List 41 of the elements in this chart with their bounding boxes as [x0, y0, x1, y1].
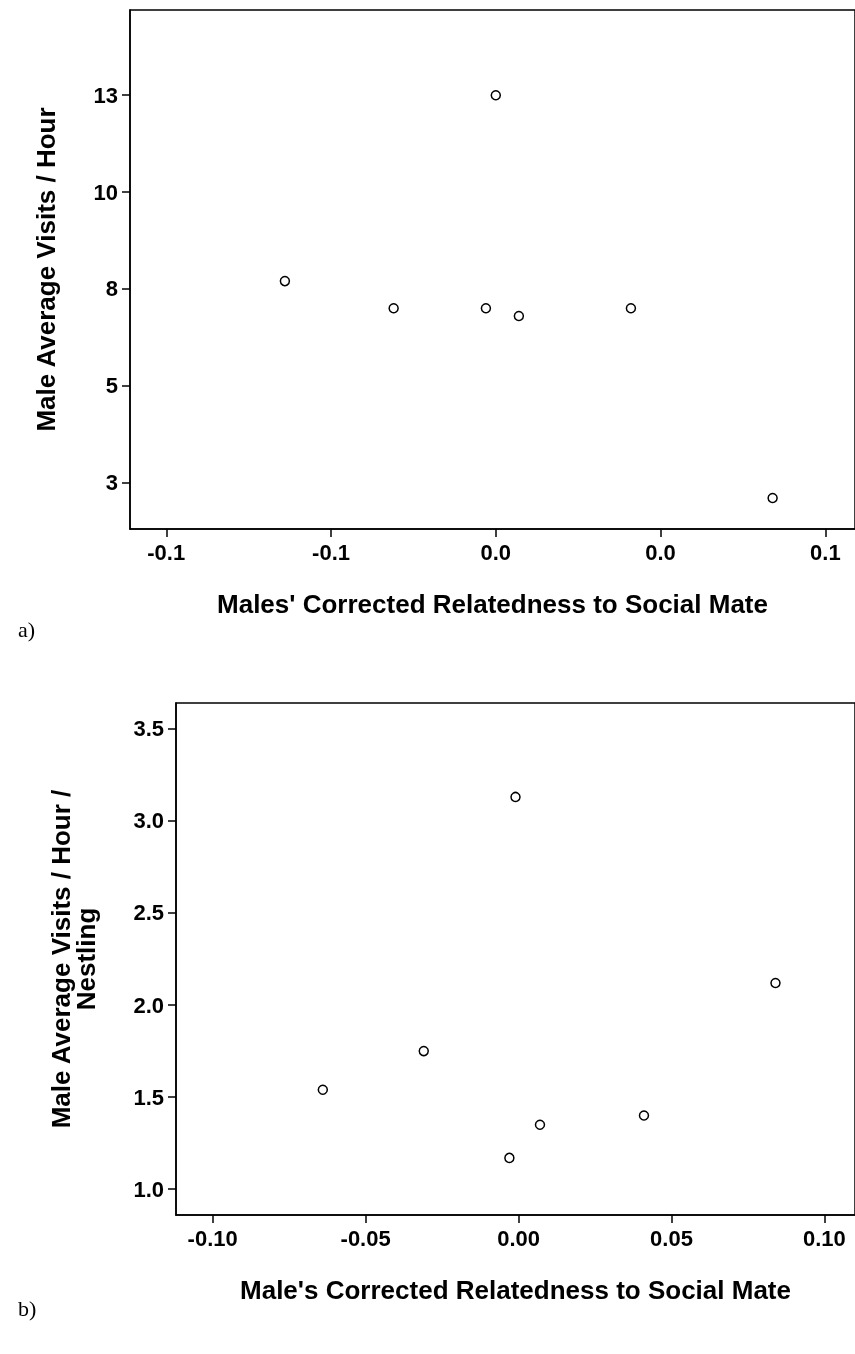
- y-tick-label: 2.0: [133, 992, 164, 1018]
- y-tick-label: 2.5: [133, 900, 164, 926]
- x-tick-label: -0.10: [187, 1225, 238, 1251]
- point: [513, 310, 525, 322]
- point: [279, 275, 291, 287]
- text: b): [18, 1295, 37, 1321]
- x-axis-title: Male's Corrected Relatedness to Social Mate: [240, 1274, 791, 1305]
- y-axis-title: Male Average Visits / Hour: [30, 107, 61, 432]
- x-tick-label: 0.1: [810, 539, 841, 565]
- y-tick-label: 3: [105, 470, 118, 496]
- point: [625, 302, 637, 314]
- point: [534, 1119, 546, 1130]
- y-tick-label: 1.0: [133, 1176, 164, 1202]
- y-tick-label: 5: [105, 373, 118, 399]
- y-tick-label: 3.5: [133, 716, 164, 742]
- x-tick-label: 0.0: [480, 539, 512, 565]
- y-tick-label: 8: [105, 276, 118, 302]
- point: [767, 492, 778, 504]
- point: [638, 1110, 650, 1121]
- x-tick-label: 0.10: [803, 1225, 846, 1251]
- point: [490, 89, 502, 101]
- x-axis-title: Males' Corrected Relatedness to Social Mate: [217, 588, 768, 619]
- x-tick-label: -0.1: [312, 539, 350, 565]
- y-tick-label: 13: [93, 82, 118, 108]
- text: a): [18, 616, 36, 642]
- point: [480, 302, 492, 314]
- point: [510, 791, 521, 803]
- y-tick-label: 10: [93, 179, 118, 205]
- point: [317, 1084, 329, 1096]
- x-tick-label: 0.05: [650, 1225, 693, 1251]
- x-tick-label: 0.0: [645, 539, 676, 565]
- y-axis-title: Male Average Visits / Hour / Nestling: [45, 789, 101, 1129]
- point: [388, 302, 399, 314]
- y-tick-label: 1.5: [133, 1084, 164, 1110]
- point: [504, 1152, 515, 1164]
- x-tick-label: -0.1: [147, 539, 186, 565]
- x-tick-label: -0.05: [340, 1225, 391, 1251]
- point: [418, 1045, 429, 1057]
- x-tick-label: 0.00: [497, 1225, 540, 1251]
- y-tick-label: 3.0: [133, 808, 164, 834]
- point: [770, 977, 781, 989]
